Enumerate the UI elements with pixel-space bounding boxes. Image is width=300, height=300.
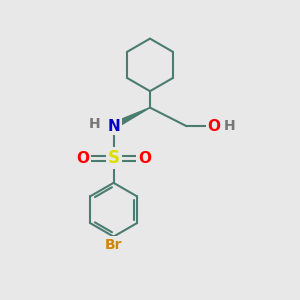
Text: N: N [107, 118, 120, 134]
Text: O: O [138, 151, 151, 166]
Text: O: O [208, 118, 221, 134]
Text: H: H [224, 119, 236, 133]
Text: H: H [88, 117, 100, 131]
Text: S: S [108, 149, 120, 167]
Text: O: O [76, 151, 89, 166]
Polygon shape [115, 108, 150, 127]
Text: Br: Br [105, 238, 122, 252]
